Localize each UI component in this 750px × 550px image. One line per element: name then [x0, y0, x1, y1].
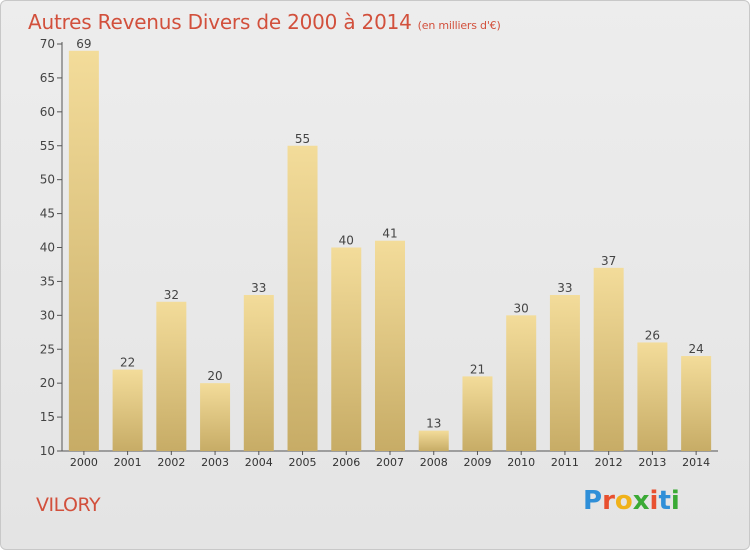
x-tick-label-2011: 2011: [551, 456, 579, 469]
data-label-2004: 33: [251, 281, 266, 295]
bar-2000: [68, 50, 99, 452]
data-label-2003: 20: [207, 369, 222, 383]
logo-letter: i: [649, 486, 659, 516]
commune-name: VILORY: [36, 494, 101, 516]
bars: [68, 50, 712, 452]
logo-letter: i: [670, 486, 680, 516]
bar-2011: [549, 294, 580, 451]
data-label-2011: 33: [557, 281, 572, 295]
logo-letter: o: [614, 486, 633, 516]
bar-2013: [637, 342, 668, 451]
x-tick-label-2003: 2003: [201, 456, 229, 469]
data-label-2006: 40: [339, 234, 354, 248]
y-tick-label: 10: [40, 444, 55, 458]
data-label-2002: 32: [164, 288, 179, 302]
bar-2007: [375, 240, 405, 451]
y-tick-label: 60: [40, 105, 55, 119]
proxiti-logo: Proxiti: [583, 486, 680, 516]
y-tick-label: 65: [40, 71, 55, 85]
data-label-2007: 41: [382, 227, 397, 241]
data-label-2001: 22: [120, 356, 135, 370]
bar-2010: [506, 315, 537, 451]
y-tick-label: 20: [40, 376, 55, 390]
data-label-2013: 26: [645, 328, 660, 342]
y-tick-label: 50: [40, 173, 55, 187]
y-tick-label: 35: [40, 274, 55, 288]
logo-letter: r: [602, 486, 615, 516]
bar-2014: [681, 356, 712, 451]
logo-letter: t: [658, 486, 671, 516]
data-label-2012: 37: [601, 254, 616, 268]
y-tick-label: 30: [40, 308, 55, 322]
x-tick-label-2002: 2002: [157, 456, 185, 469]
x-tick-label-2005: 2005: [289, 456, 317, 469]
data-label-2005: 55: [295, 132, 310, 146]
data-label-2000: 69: [76, 37, 91, 51]
x-tick-label-2007: 2007: [376, 456, 404, 469]
data-label-2009: 21: [470, 362, 485, 376]
bar-2003: [200, 383, 231, 451]
x-tick-label-2006: 2006: [332, 456, 360, 469]
y-tick-label: 45: [40, 207, 55, 221]
bar-2001: [112, 369, 143, 451]
logo-letter: x: [632, 486, 650, 516]
bar-2012: [593, 267, 624, 451]
data-label-2008: 13: [426, 417, 441, 431]
bar-2002: [156, 301, 187, 451]
x-tick-label-2009: 2009: [463, 456, 491, 469]
chart-title: Autres Revenus Divers de 2000 à 2014 (en …: [28, 10, 501, 34]
bar-2006: [331, 247, 362, 451]
data-labels: 69 22 32 20 33 55 40 41 13 21 30 33 37 26 24: [76, 37, 704, 431]
bar-2009: [462, 376, 493, 451]
bar-2004: [243, 294, 274, 451]
x-tick-label-2001: 2001: [114, 456, 142, 469]
bar-2008: [418, 430, 449, 451]
bar-2005: [287, 145, 318, 451]
x-tick-label-2004: 2004: [245, 456, 273, 469]
y-tick-label: 40: [40, 241, 55, 255]
x-tick-label-2013: 2013: [638, 456, 666, 469]
x-tick-label-2010: 2010: [507, 456, 535, 469]
x-tick-label-2000: 2000: [70, 456, 98, 469]
x-tick-label-2014: 2014: [682, 456, 710, 469]
y-tick-label: 25: [40, 342, 55, 356]
y-axis: 10 15 20 25 30 35 40 45 50 55 60 65 70: [40, 37, 63, 458]
y-tick-label: 70: [40, 37, 55, 51]
x-axis: 2000 2001 2002 2003 2004 2005 2006 2007 2008 2009…: [62, 450, 718, 469]
x-tick-label-2008: 2008: [420, 456, 448, 469]
data-label-2010: 30: [514, 301, 529, 315]
data-label-2014: 24: [688, 342, 703, 356]
y-tick-label: 55: [40, 139, 55, 153]
chart-title-main: Autres Revenus Divers de 2000 à 2014: [28, 10, 412, 34]
logo-letter: P: [583, 486, 603, 516]
chart-title-unit: (en milliers d'€): [417, 19, 501, 32]
x-tick-label-2012: 2012: [595, 456, 623, 469]
y-tick-label: 15: [40, 410, 55, 424]
